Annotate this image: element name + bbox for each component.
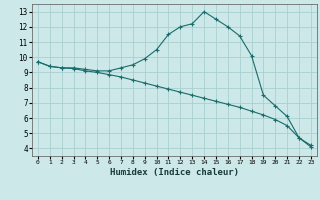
X-axis label: Humidex (Indice chaleur): Humidex (Indice chaleur) xyxy=(110,168,239,177)
